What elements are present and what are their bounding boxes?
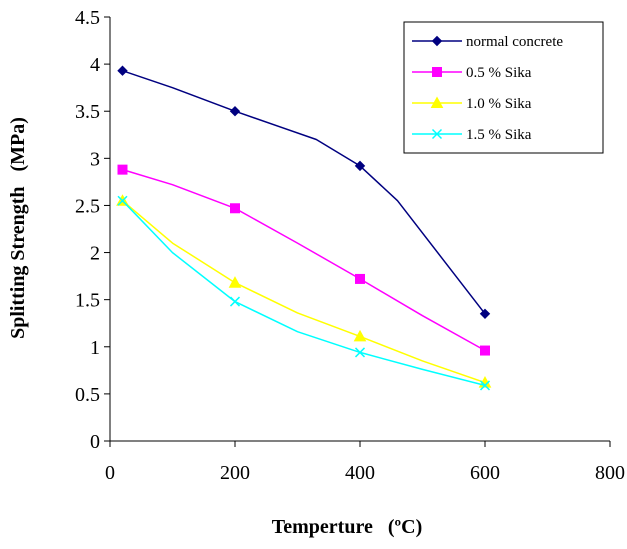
x-tick-label: 200 [220,462,250,484]
y-tick-label: 4.5 [75,7,100,29]
legend-label: 0.5 % Sika [466,65,532,81]
y-axis-title: Splitting Strength (MPa) [7,117,29,339]
data-point-square [355,273,365,284]
legend-label: 1.0 % Sika [466,96,532,112]
x-tick-label: 600 [470,462,500,484]
y-tick-label: 0.5 [75,384,100,406]
legend-label: normal concrete [466,34,563,50]
data-point-diamond [479,308,491,320]
x-tick-label: 400 [345,462,375,484]
series-3 [117,195,491,391]
axes: 0 0.5 1 1.5 2 2.5 3 3.5 4 4.5 0 200 400 600 800 [75,7,625,484]
data-point-x [229,296,241,307]
data-point-square [432,67,442,77]
data-point-diamond [431,35,443,47]
data-point-x [354,347,366,358]
y-tick-label: 3.5 [75,101,100,123]
y-tick-label: 0 [90,431,100,453]
data-point-square [230,203,240,214]
data-point-triangle [430,96,444,108]
data-point-triangle [353,329,367,342]
data-point-diamond [117,65,128,76]
y-tick-label: 3 [90,148,100,170]
y-tick-label: 1.5 [75,290,100,312]
y-tick-label: 1 [90,337,100,359]
data-point-x [479,380,491,391]
y-tick-label: 4 [90,54,100,76]
series-line [121,200,486,387]
series-0 [117,65,491,320]
data-point-x [117,195,128,206]
y-tick-label: 2.5 [75,195,100,217]
data-point-diamond [354,160,366,172]
x-axis-title: Temperture (ºC) [272,516,422,538]
series-1 [117,164,490,356]
legend: normal concrete 0.5 % Sika 1.0 % Sika 1.5 %… [403,21,604,154]
x-tick-label: 0 [105,462,115,484]
data-point-diamond [229,106,241,117]
data-point-triangle [228,276,242,288]
series-line [122,168,486,352]
y-tick-label: 2 [90,243,100,265]
x-tick-label: 800 [595,462,625,484]
series-line [122,200,486,384]
data-point-square [480,345,490,356]
series-line [122,69,486,315]
data-point-square [117,164,128,175]
series-layer [116,65,492,391]
legend-label: 1.5 % Sika [466,127,532,143]
data-point-x [431,128,443,140]
